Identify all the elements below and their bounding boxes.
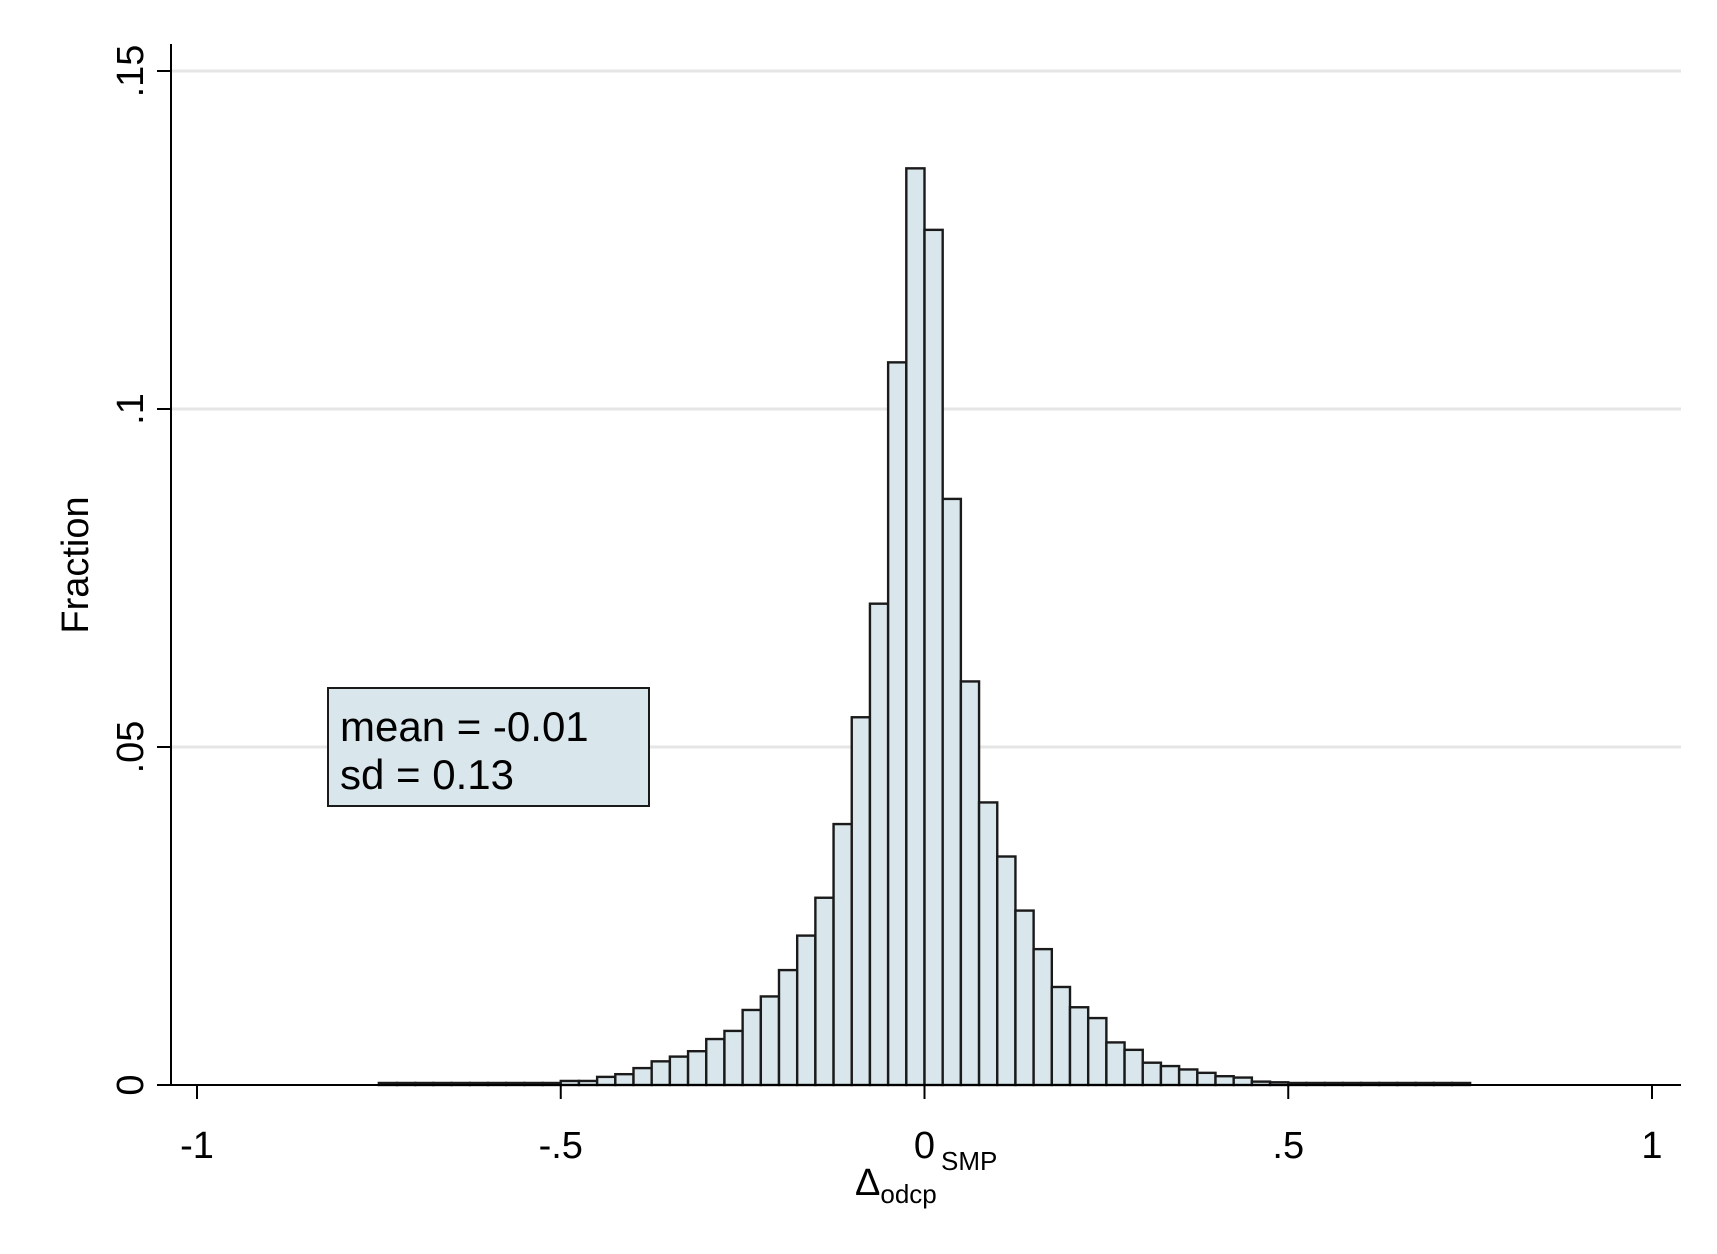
histogram-bar [1196,1071,1217,1087]
stats-mean-label: mean = -0.01 [340,703,589,750]
histogram-bar [941,497,963,1087]
stats-sd-label: sd = 0.13 [340,751,514,798]
histogram-bar [886,361,908,1087]
x-axis-title-subscript: odcp [880,1179,936,1209]
histogram-bar [832,822,853,1087]
y-tick-label: 0 [110,1074,152,1095]
histogram-bar [814,896,835,1087]
stats-annotation-box [327,687,650,807]
y-axis-title: Fraction [55,496,97,633]
x-tick-label: 1 [1641,1125,1662,1167]
tick-marks: -1 -.5 0 .5 1 0 .05 .1 .15 [110,45,1663,1167]
histogram-bar [1214,1075,1235,1087]
y-tick-label: .15 [110,45,152,98]
histogram-bar [668,1055,690,1087]
histogram-bar [1032,947,1054,1087]
histogram-bar [959,680,981,1087]
histogram-bar [705,1037,726,1087]
x-axis-title: ΔodcpSMP [855,1146,997,1209]
histogram-bar [1014,909,1035,1087]
histogram-bar [1177,1068,1199,1087]
histogram-bar [1068,1006,1090,1087]
histogram-bar [1159,1064,1181,1087]
histogram-bar [723,1029,744,1087]
histogram-bars [377,167,1472,1087]
histogram-bar [632,1066,653,1087]
histogram-bar [614,1072,635,1087]
histogram-bar [777,968,799,1087]
histogram-bar [741,1008,763,1087]
x-tick-label: .5 [1272,1125,1304,1167]
histogram-bar [1141,1061,1163,1087]
histogram-bar [1123,1048,1144,1087]
histogram-bar [850,716,872,1087]
x-tick-label: -.5 [539,1125,583,1167]
histogram-bar [977,801,999,1087]
histogram-bar [1050,985,1072,1087]
histogram-bar [905,167,926,1087]
x-tick-label: 0 [914,1125,935,1167]
y-tick-label: .05 [110,721,152,774]
y-tick-label: .1 [110,393,152,425]
axes [170,44,1681,1086]
histogram-bar [650,1060,672,1087]
histogram-bar [996,855,1017,1087]
histogram-bar [868,602,890,1087]
histogram-bar [759,995,781,1087]
histogram-bar [1086,1016,1108,1087]
histogram-bar [686,1049,708,1087]
x-axis-title-symbol: Δ [855,1162,880,1204]
histogram-bar [595,1075,617,1087]
histogram-bar [795,934,817,1087]
stats-annotation: mean = -0.01 sd = 0.13 [327,687,650,807]
x-tick-label: -1 [180,1125,214,1167]
histogram-bar [1105,1041,1126,1087]
x-axis-title-superscript: SMP [941,1146,997,1176]
histogram-bar [1232,1076,1254,1087]
histogram-bar [923,228,944,1087]
